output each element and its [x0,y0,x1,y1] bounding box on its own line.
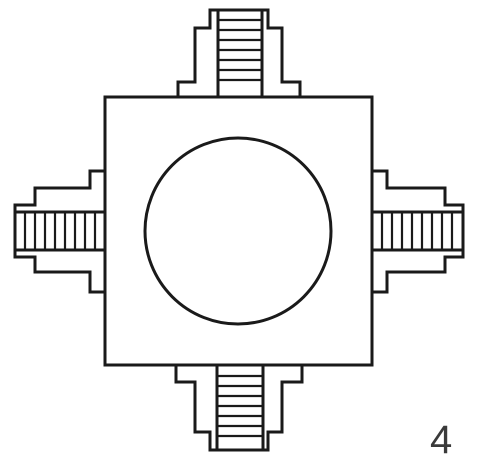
top-coupling [176,8,302,99]
right-thread-lines [380,212,454,250]
square-body [103,95,374,367]
bottom-coupling [174,363,304,452]
central-circle [143,136,333,326]
figure-number: 4 [430,418,453,462]
top-thread-lines [218,18,262,82]
right-coupling [370,169,465,294]
left-thread-lines [23,212,97,250]
left-coupling [13,169,107,294]
bottom-thread-lines [217,374,263,438]
